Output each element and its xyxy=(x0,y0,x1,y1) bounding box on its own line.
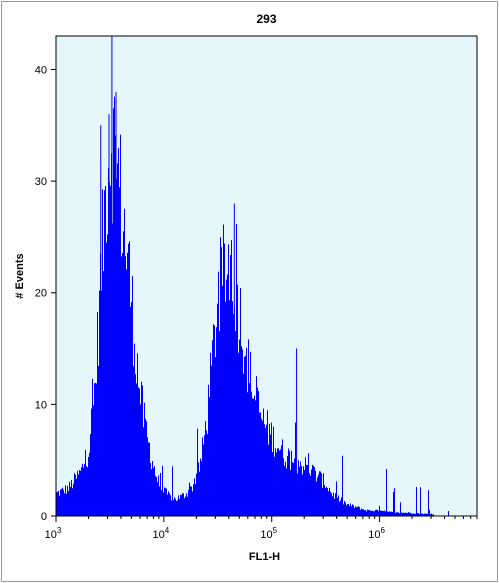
chart-title: 293 xyxy=(256,12,276,26)
x-tick-label: 104 xyxy=(153,526,170,541)
y-tick-label: 40 xyxy=(35,64,47,76)
x-tick-label: 103 xyxy=(45,526,62,541)
histogram-spikes xyxy=(100,36,298,516)
histogram-series xyxy=(56,96,478,517)
y-tick-label: 0 xyxy=(41,511,47,523)
x-tick-label: 106 xyxy=(368,526,385,541)
x-tick-label: 105 xyxy=(260,526,277,541)
x-axis-label: FL1-H xyxy=(249,551,280,563)
y-tick-label: 30 xyxy=(35,176,47,188)
y-tick-label: 10 xyxy=(35,399,47,411)
y-axis-label: # Events xyxy=(14,253,26,298)
y-tick-label: 20 xyxy=(35,288,47,300)
